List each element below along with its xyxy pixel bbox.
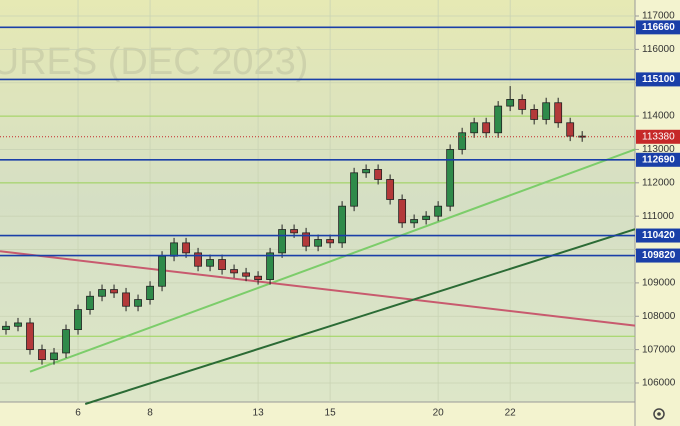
y-tick-label: 106000	[642, 378, 676, 389]
level-label-box	[636, 152, 680, 167]
candle-body	[86, 295, 94, 310]
y-tick-label: 109000	[642, 278, 676, 289]
y-tick-label: 114000	[642, 111, 675, 122]
candle-body	[74, 309, 82, 331]
candle-body	[434, 205, 443, 217]
candle-body	[386, 179, 395, 200]
gear-center	[657, 412, 661, 416]
candle-body	[158, 255, 166, 287]
y-tick-label: 112000	[642, 177, 675, 188]
candle-body	[266, 252, 274, 280]
candle-body	[146, 285, 154, 300]
candle-body	[446, 149, 455, 207]
candle-body	[338, 205, 347, 244]
current-price-label: 113380	[642, 131, 675, 142]
x-tick-label: 20	[433, 408, 445, 419]
level-label-box	[636, 20, 680, 35]
level-label-box	[636, 72, 680, 87]
y-axis-panel	[635, 0, 680, 426]
candle-body	[242, 272, 250, 277]
candle-body	[182, 242, 190, 254]
candle-body	[506, 99, 515, 107]
candle-body	[2, 325, 10, 331]
candle-body	[122, 292, 130, 307]
x-tick-label: 22	[505, 408, 517, 419]
settings-button[interactable]	[653, 408, 665, 420]
level-label: 115100	[642, 74, 675, 85]
candle-body	[482, 122, 491, 134]
watermark: URES (DEC 2023)	[0, 41, 308, 83]
level-label: 109820	[642, 250, 676, 261]
candle-body	[302, 232, 310, 247]
candle-body	[530, 109, 539, 120]
candle-body	[398, 199, 407, 224]
candle-body	[206, 259, 214, 267]
level-label-box	[636, 228, 680, 243]
candle-body	[278, 229, 286, 254]
candle-body	[410, 219, 419, 224]
level-label: 110420	[642, 230, 675, 241]
candle-body	[110, 289, 118, 294]
candle-body	[134, 299, 142, 307]
candle-body	[518, 99, 527, 110]
candle-body	[422, 215, 431, 220]
candle-body	[362, 169, 371, 174]
y-tick-label: 108000	[642, 311, 676, 322]
candle-body	[50, 352, 58, 361]
plot-background	[0, 0, 635, 402]
candle-body	[542, 102, 551, 120]
y-tick-label: 116000	[642, 44, 675, 55]
axis: 106000 107000 108000 109000 111000 112000 1130…	[75, 11, 680, 419]
candle-body	[218, 259, 226, 270]
y-tick-label: 111000	[642, 211, 674, 222]
candle-body	[194, 252, 202, 267]
candle-body	[494, 105, 503, 134]
candle-body	[170, 242, 178, 257]
current-price-box	[636, 129, 680, 144]
candle-body	[326, 239, 335, 244]
gear-icon[interactable]	[653, 408, 665, 420]
trend-line	[84, 228, 636, 405]
candle-body	[62, 329, 70, 354]
x-tick-label: 8	[147, 408, 153, 419]
plot	[0, 0, 636, 405]
candle-body	[314, 239, 323, 247]
candle-body	[290, 229, 298, 234]
x-tick-label: 6	[75, 408, 81, 419]
candle-body	[14, 322, 22, 327]
candle-body	[458, 132, 467, 150]
candle-body	[26, 322, 34, 351]
x-axis-panel	[0, 402, 635, 426]
candle-body	[566, 122, 575, 137]
x-tick-label: 13	[253, 408, 265, 419]
y-tick-label: 113000	[642, 144, 675, 155]
candle-body	[470, 122, 479, 134]
y-tick-label: 117000	[642, 11, 675, 22]
x-tick-label: 15	[325, 408, 337, 419]
candle-body	[98, 289, 106, 297]
candle-body	[374, 169, 383, 180]
trend-line	[29, 148, 636, 373]
y-tick-label: 107000	[642, 344, 676, 355]
trend-line	[0, 250, 636, 327]
candle-body	[230, 269, 238, 274]
level-label-box	[636, 248, 680, 263]
candle-body	[38, 349, 46, 361]
candle-body	[554, 102, 563, 124]
candle-body	[254, 275, 262, 280]
candle-body	[350, 172, 359, 207]
level-label: 112690	[642, 154, 675, 165]
level-label: 116660	[642, 22, 675, 33]
